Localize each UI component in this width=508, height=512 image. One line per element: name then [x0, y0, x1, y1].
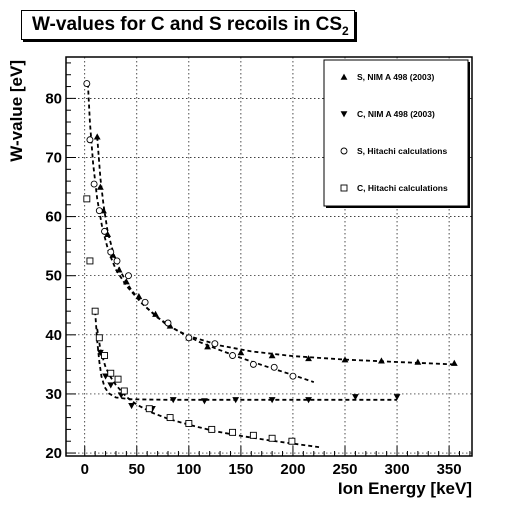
data-point — [114, 375, 122, 383]
x-axis-title: Ion Energy [keV] — [338, 479, 472, 498]
legend-box — [323, 59, 469, 207]
y-axis-title: W-value [eV] — [7, 60, 26, 162]
legend-marker — [340, 184, 348, 192]
data-point — [378, 357, 385, 364]
title-box: W-values for C and S recoils in CS2 — [21, 10, 355, 40]
y-tick-label: 50 — [45, 268, 62, 285]
x-tick-label: 100 — [176, 461, 201, 478]
data-point — [101, 227, 108, 235]
data-point — [96, 183, 104, 190]
legend: S, NIM A 498 (2003) C, NIM A 498 (2003) S,… — [323, 59, 470, 208]
fit-curve — [94, 311, 397, 401]
data-point — [122, 278, 130, 285]
legend-marker — [340, 111, 348, 118]
data-point — [83, 195, 91, 203]
plot-frame — [65, 56, 473, 457]
data-point — [249, 360, 257, 368]
data-point — [229, 428, 237, 436]
data-point — [169, 397, 177, 404]
data-markers — [83, 80, 458, 445]
legend-label: S, NIM A 498 (2003) — [357, 72, 434, 82]
data-point — [86, 257, 94, 265]
x-tick-label: 150 — [228, 461, 253, 478]
x-tick-label: 350 — [437, 461, 462, 478]
data-point — [268, 397, 276, 404]
data-point — [141, 298, 149, 306]
x-tick-label: 250 — [332, 461, 357, 478]
data-point — [305, 355, 312, 362]
chart-title-main: W-values for C and S recoils in CS — [32, 14, 343, 35]
y-tick-label: 70 — [45, 149, 62, 166]
data-point — [305, 397, 312, 404]
data-point — [208, 425, 216, 433]
data-point — [204, 343, 211, 350]
data-point — [104, 230, 112, 238]
data-point — [128, 403, 135, 410]
data-point — [135, 293, 143, 300]
y-tick-label: 60 — [45, 209, 62, 226]
data-point — [93, 133, 101, 140]
data-point — [107, 369, 115, 377]
x-tick-label: 50 — [128, 461, 145, 478]
legend-marker — [340, 73, 348, 80]
data-point — [145, 405, 153, 413]
data-point — [249, 431, 257, 439]
data-point — [86, 136, 94, 144]
data-point — [268, 434, 276, 442]
data-point — [211, 340, 219, 348]
data-point — [107, 248, 115, 256]
data-point — [115, 266, 123, 273]
x-tick-label: 300 — [385, 461, 410, 478]
data-point — [101, 352, 108, 359]
data-point — [95, 207, 103, 215]
data-point — [95, 334, 103, 342]
data-point — [96, 349, 104, 356]
y-tick-label: 30 — [45, 386, 62, 403]
y-tick-label: 40 — [45, 327, 62, 344]
data-point — [185, 334, 193, 342]
data-point — [352, 394, 359, 401]
data-point — [229, 352, 237, 359]
data-point — [393, 394, 401, 401]
y-tick-label: 80 — [45, 90, 62, 107]
legend-marker — [340, 147, 348, 155]
data-point — [288, 437, 296, 445]
data-point — [125, 272, 132, 280]
data-point — [268, 352, 276, 359]
data-point — [152, 310, 159, 317]
data-point — [102, 373, 109, 380]
data-point — [341, 356, 349, 363]
chart-title: W-values for C and S recoils in CS2 — [32, 14, 349, 38]
data-point — [414, 358, 422, 365]
legend-label: S, Hitachi calculations — [357, 146, 447, 156]
data-point — [166, 414, 174, 422]
data-point — [164, 319, 172, 327]
data-point — [289, 372, 297, 380]
data-point — [450, 359, 458, 366]
data-point — [120, 387, 128, 395]
data-point — [237, 349, 245, 356]
chart-title-subscript: 2 — [342, 23, 349, 38]
data-point — [113, 257, 121, 265]
data-point — [107, 382, 115, 389]
grid — [66, 57, 472, 456]
fit-curve — [87, 83, 315, 383]
legend-label: C, NIM A 498 (2003) — [357, 109, 435, 119]
y-tick-label: 20 — [45, 445, 62, 462]
x-tick-label: 0 — [81, 461, 89, 478]
data-point — [90, 180, 98, 188]
data-point — [201, 398, 208, 405]
data-point — [91, 307, 99, 315]
data-point — [83, 80, 91, 88]
data-point — [185, 420, 193, 427]
x-tick-label: 200 — [280, 461, 305, 478]
data-point — [270, 363, 278, 371]
axis-ticks: 0 50 100 150 200 250 300 350 20 30 40 50 60 70 80 — [45, 62, 471, 478]
data-point — [232, 397, 240, 404]
legend-label: C, Hitachi calculations — [357, 183, 448, 193]
